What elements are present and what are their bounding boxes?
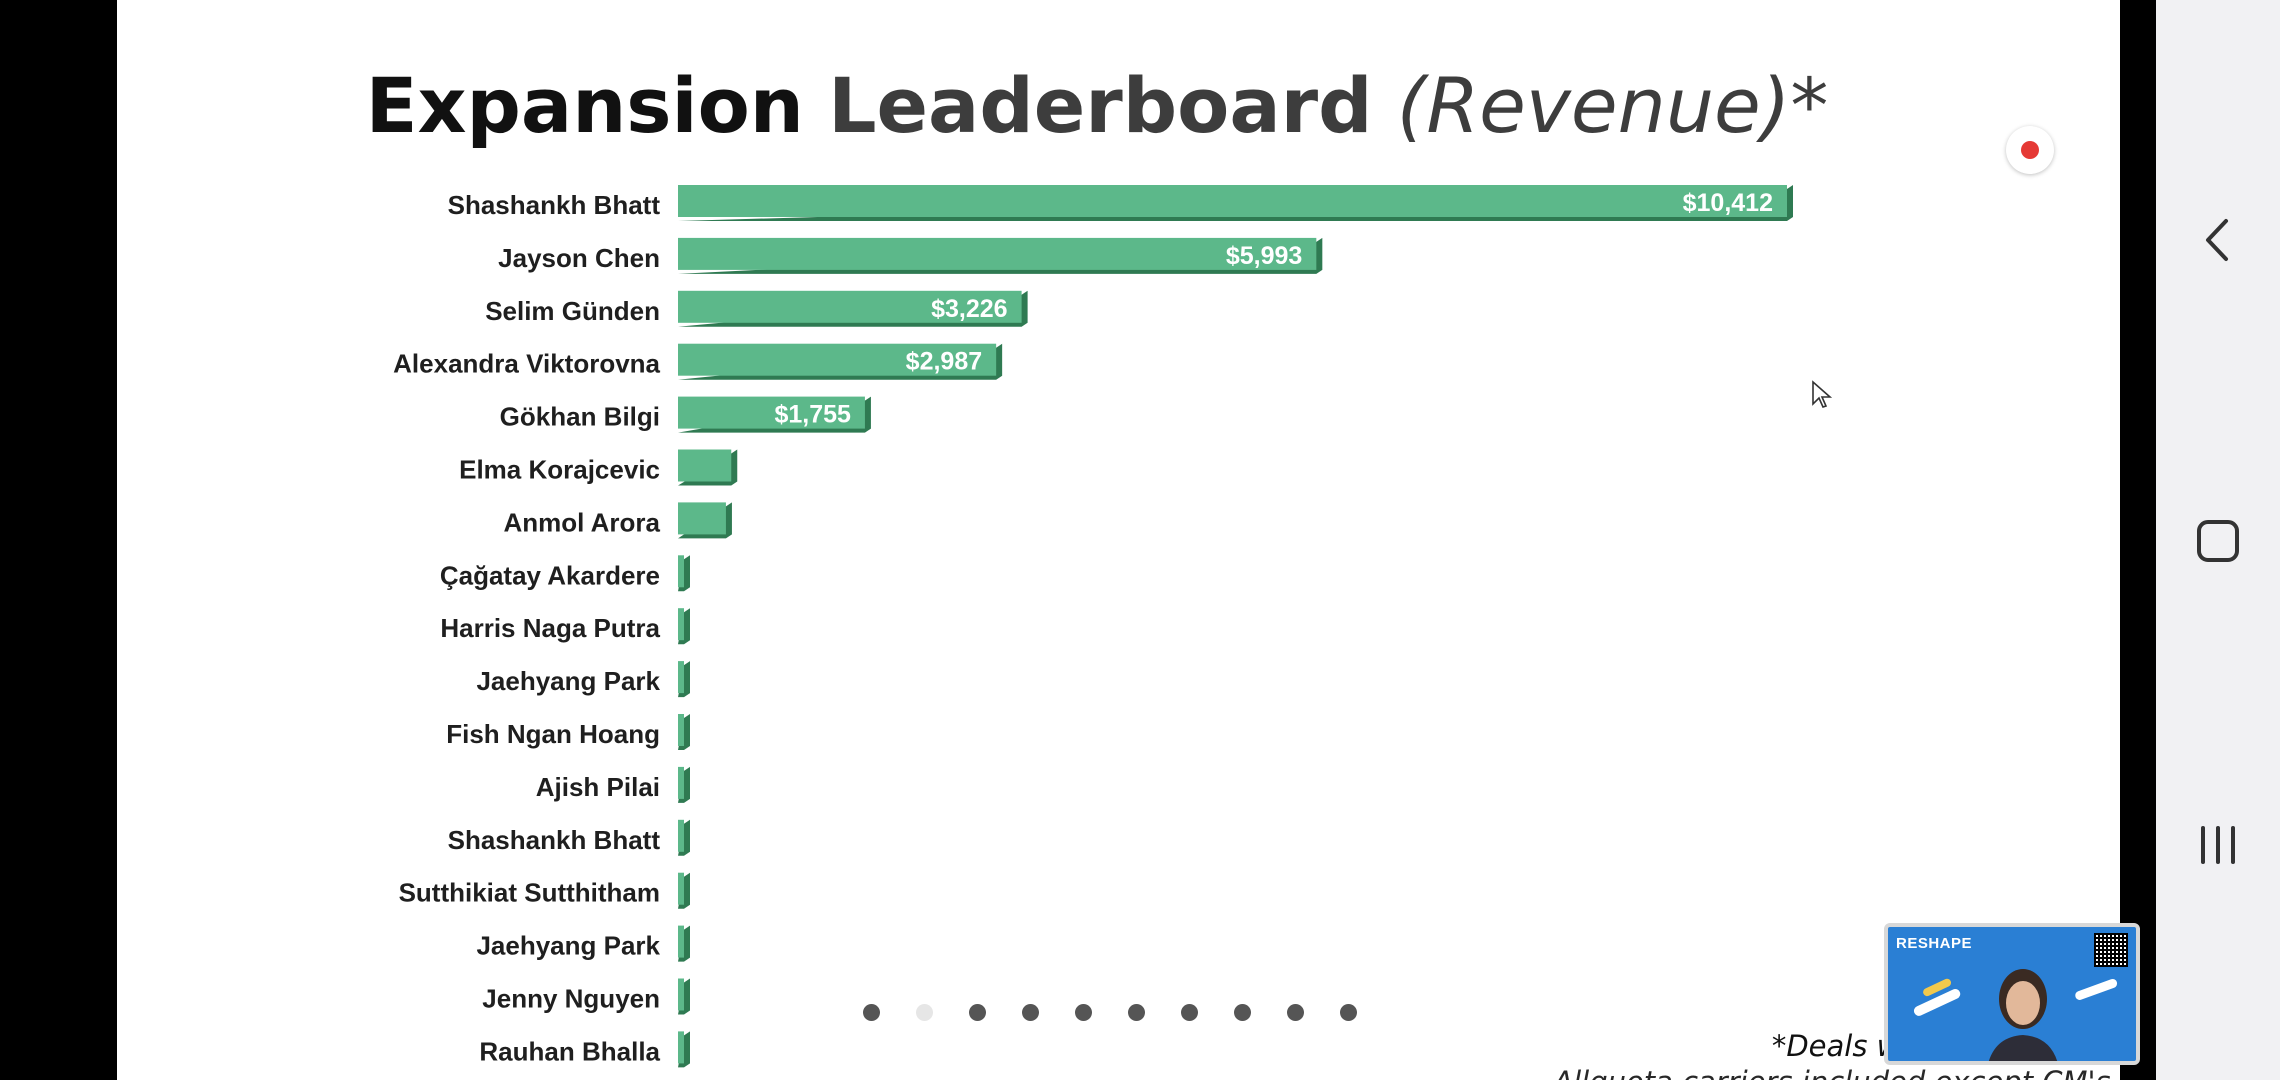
bar-row: Çağatay Akardere [440, 555, 690, 592]
category-label: Sutthikiat Sutthitham [399, 878, 660, 908]
bar [678, 608, 684, 641]
bar [678, 1031, 684, 1064]
category-label: Jenny Nguyen [482, 984, 660, 1014]
category-label: Ajish Pilai [536, 772, 660, 802]
pagination-dot[interactable] [863, 1004, 880, 1021]
bar [678, 819, 684, 852]
bar [678, 661, 684, 694]
data-label: $2,987 [906, 348, 982, 376]
bar-row: Sutthikiat Sutthitham [399, 872, 690, 909]
category-label: Jaehyang Park [476, 931, 660, 961]
pagination-dot[interactable] [1075, 1004, 1092, 1021]
footnote-line-2: Allquota carriers included except CM's &… [1317, 1062, 2120, 1080]
bar [678, 714, 684, 746]
category-label: Shashankh Bhatt [448, 825, 661, 855]
bar-row: Jayson Chen $5,993 [498, 237, 1323, 274]
video-pip-window[interactable]: RESHAPE [1884, 923, 2140, 1065]
category-label: Selim Günden [485, 296, 660, 326]
bar [678, 237, 1317, 270]
bar-row: Selim Günden $3,226 [485, 290, 1028, 327]
pagination-dot[interactable] [969, 1004, 986, 1021]
bar-row: Jaehyang Park [476, 925, 690, 962]
bar-row: Jaehyang Park [476, 661, 690, 698]
bar [678, 185, 1787, 217]
title-revenue: (Revenue)* [1396, 61, 1829, 150]
category-label: Alexandra Viktorovna [393, 349, 660, 379]
presenter-avatar [1988, 969, 2058, 1061]
pip-logo: RESHAPE [1896, 935, 1973, 952]
category-label: Harris Naga Putra [440, 613, 660, 643]
home-button[interactable] [2176, 499, 2260, 583]
pagination-dot[interactable] [1340, 1004, 1357, 1021]
title-expansion: Expansion [365, 61, 804, 150]
bar [678, 925, 684, 958]
bar [678, 449, 732, 482]
bar [678, 343, 997, 376]
record-indicator[interactable] [2006, 126, 2054, 174]
bar-row: Elma Korajcevic [459, 449, 738, 486]
bar-row: Fish Ngan Hoang [446, 714, 690, 750]
category-label: Anmol Arora [504, 507, 661, 537]
decorative-shapes-right-icon [2075, 978, 2118, 1000]
bar-row: Anmol Arora [504, 502, 732, 539]
data-label: $3,226 [931, 295, 1007, 323]
data-label: $1,755 [774, 401, 851, 429]
bar [678, 396, 865, 429]
recents-button[interactable] [2176, 803, 2260, 887]
slide-title: Expansion Leaderboard (Revenue)* [117, 58, 2077, 154]
square-icon [2197, 520, 2239, 562]
chevron-left-icon [2206, 219, 2228, 261]
bar [678, 502, 726, 535]
bar [678, 766, 684, 799]
bar-row: Harris Naga Putra [440, 608, 690, 645]
bar-row: Shashankh Bhatt $10,412 [448, 185, 1793, 221]
pagination-dot[interactable] [1022, 1004, 1039, 1021]
three-bars-icon [2201, 826, 2235, 864]
decorative-shapes-icon [1913, 978, 1961, 1016]
category-label: Fish Ngan Hoang [446, 719, 660, 749]
pagination-dot[interactable] [1287, 1004, 1304, 1021]
bar-row: Alexandra Viktorovna $2,987 [393, 343, 1003, 380]
category-label: Jaehyang Park [476, 666, 660, 696]
bar-row: Shashankh Bhatt [448, 819, 690, 856]
back-button[interactable] [2176, 198, 2260, 282]
category-label: Rauhan Bhalla [479, 1036, 660, 1066]
slide-pagination [863, 1004, 1357, 1021]
bar-row: Jenny Nguyen [482, 978, 690, 1015]
qr-code-icon [2094, 933, 2128, 967]
pagination-dot[interactable] [916, 1004, 933, 1021]
bar-row: Rauhan Bhalla [479, 1031, 690, 1068]
bar-row: Gökhan Bilgi $1,755 [500, 396, 871, 433]
bar [678, 290, 1022, 323]
category-label: Elma Korajcevic [459, 455, 660, 485]
bar [678, 555, 684, 588]
bar-row: Ajish Pilai [536, 766, 690, 803]
pagination-dot[interactable] [1128, 1004, 1145, 1021]
record-dot-icon [2021, 141, 2039, 159]
bar [678, 978, 684, 1011]
footnote: *Deals with the [1771, 1029, 1995, 1063]
presentation-slide: Expansion Leaderboard (Revenue)* Shashan… [117, 0, 2120, 1080]
mouse-cursor-icon [1811, 380, 1833, 415]
pagination-dot[interactable] [1181, 1004, 1198, 1021]
leaderboard-bar-chart: Shashankh Bhatt $10,412 Jayson Chen $5,993 S… [393, 185, 1793, 1068]
bar [678, 872, 684, 905]
category-label: Gökhan Bilgi [500, 402, 660, 432]
category-label: Shashankh Bhatt [448, 190, 661, 220]
data-label: $5,993 [1226, 242, 1302, 270]
category-label: Jayson Chen [498, 243, 660, 273]
category-label: Çağatay Akardere [440, 560, 660, 590]
pagination-dot[interactable] [1234, 1004, 1251, 1021]
title-leaderboard: Leaderboard [828, 61, 1373, 150]
android-navigation-bar [2156, 0, 2280, 1080]
data-label: $10,412 [1683, 189, 1773, 217]
